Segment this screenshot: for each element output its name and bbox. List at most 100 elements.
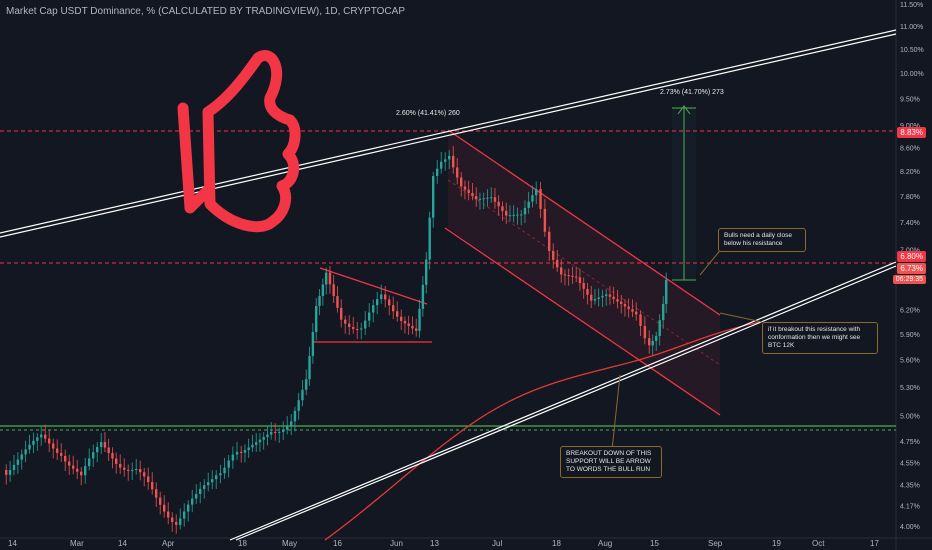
candle-body	[293, 410, 297, 422]
candle-body	[627, 306, 630, 310]
x-tick-label: Aug	[598, 539, 612, 548]
candle-body	[191, 498, 194, 505]
candle-body	[605, 294, 608, 296]
candle-body	[258, 439, 262, 443]
x-tick-label: Sep	[708, 539, 723, 548]
upper-trendline-b	[0, 33, 897, 238]
x-tick-label: 18	[238, 539, 247, 548]
candle-body	[556, 259, 559, 268]
candle-body	[311, 332, 315, 357]
y-tick-label: 8.60%	[900, 146, 920, 153]
y-tick-label: 5.30%	[900, 385, 920, 392]
candle-body	[243, 450, 247, 453]
y-tick-label: 11.50%	[900, 2, 923, 9]
candle-body	[32, 440, 35, 445]
candle-body	[270, 431, 273, 435]
x-tick-label: Mar	[70, 539, 84, 548]
candle-body	[321, 284, 325, 297]
candle-body	[203, 485, 206, 489]
note-bulls[interactable]: Bulls need a daily close below his resis…	[718, 228, 806, 252]
candle-body	[115, 458, 118, 464]
candle-body	[301, 389, 304, 401]
candle-body	[344, 319, 347, 324]
candle-body	[187, 504, 190, 512]
x-tick-label: Apr	[162, 539, 175, 548]
candle-body	[211, 479, 214, 483]
candle-body	[586, 288, 589, 295]
candle-body	[444, 159, 447, 162]
note-breakdown[interactable]: BREAKOUT DOWN OF THIS SUPPORT WILL BE AR…	[560, 446, 662, 478]
candle-body	[297, 400, 300, 411]
candle-body	[290, 421, 293, 427]
candle-body	[325, 272, 328, 285]
candle-body	[48, 438, 51, 444]
candle-body	[571, 275, 574, 277]
candle-body	[639, 314, 642, 326]
candle-body	[84, 466, 87, 476]
price-tag-high: 8.83%	[897, 127, 926, 138]
candle-body	[251, 444, 254, 448]
y-tick-label: 4.55%	[900, 460, 920, 467]
y-tick-label: 7.80%	[900, 194, 920, 201]
candle-body	[8, 470, 12, 475]
candle-body	[274, 431, 277, 433]
countdown-tag: 06:29:35	[892, 275, 926, 284]
y-tick-label: 4.17%	[900, 503, 920, 510]
candle-body	[215, 475, 218, 480]
candle-body	[403, 320, 407, 324]
candle-body	[425, 259, 428, 285]
lower-trendline	[229, 261, 897, 541]
candle-body	[286, 426, 289, 430]
candle-body	[635, 311, 638, 315]
candle-body	[282, 429, 285, 432]
candle-body	[456, 167, 459, 178]
candle-body	[235, 451, 239, 455]
candle-body	[119, 463, 122, 468]
candle-body	[616, 299, 619, 302]
candle-body	[240, 451, 243, 453]
candle-body	[497, 201, 500, 207]
candle-body	[364, 320, 367, 329]
candle-body	[163, 504, 166, 512]
candle-body	[308, 356, 311, 380]
y-tick-label: 4.75%	[900, 439, 920, 446]
candle-body	[460, 177, 463, 187]
y-tick-label: 11.00%	[900, 24, 923, 31]
candle-body	[620, 301, 623, 305]
candle-body	[531, 195, 534, 202]
candle-body	[340, 307, 343, 320]
candle-body	[88, 458, 91, 467]
x-tick-label: 17	[870, 539, 879, 548]
candle-body	[475, 196, 478, 200]
candle-body	[68, 461, 71, 466]
candle-body	[100, 442, 103, 448]
candle-body	[171, 517, 174, 522]
candle-body	[318, 296, 321, 306]
candle-body	[328, 272, 332, 285]
candle-body	[231, 454, 235, 461]
candle-body	[501, 206, 504, 211]
candle-body	[543, 208, 547, 232]
x-tick-label: 18	[552, 539, 561, 548]
candle-body	[376, 299, 379, 306]
x-tick-label: 19	[772, 539, 781, 548]
candle-body	[608, 294, 612, 297]
candle-body	[207, 482, 210, 486]
candle-body	[407, 323, 410, 326]
y-tick-label: 4.00%	[900, 524, 920, 531]
candle-body	[452, 155, 455, 168]
candle-body	[575, 276, 578, 278]
candle-body	[151, 482, 154, 490]
candle-body	[539, 189, 542, 209]
candle-body	[12, 464, 16, 471]
candle-body	[278, 431, 281, 433]
y-tick-label: 5.00%	[900, 414, 920, 421]
note-breakout[interactable]: if it breakout this resistance with conf…	[762, 322, 878, 354]
candle-body	[415, 328, 418, 331]
y-tick-label: 8.20%	[900, 169, 920, 176]
candle-body	[123, 467, 126, 470]
x-tick-label: 15	[650, 539, 659, 548]
candle-body	[396, 311, 399, 317]
candle-body	[516, 214, 519, 216]
